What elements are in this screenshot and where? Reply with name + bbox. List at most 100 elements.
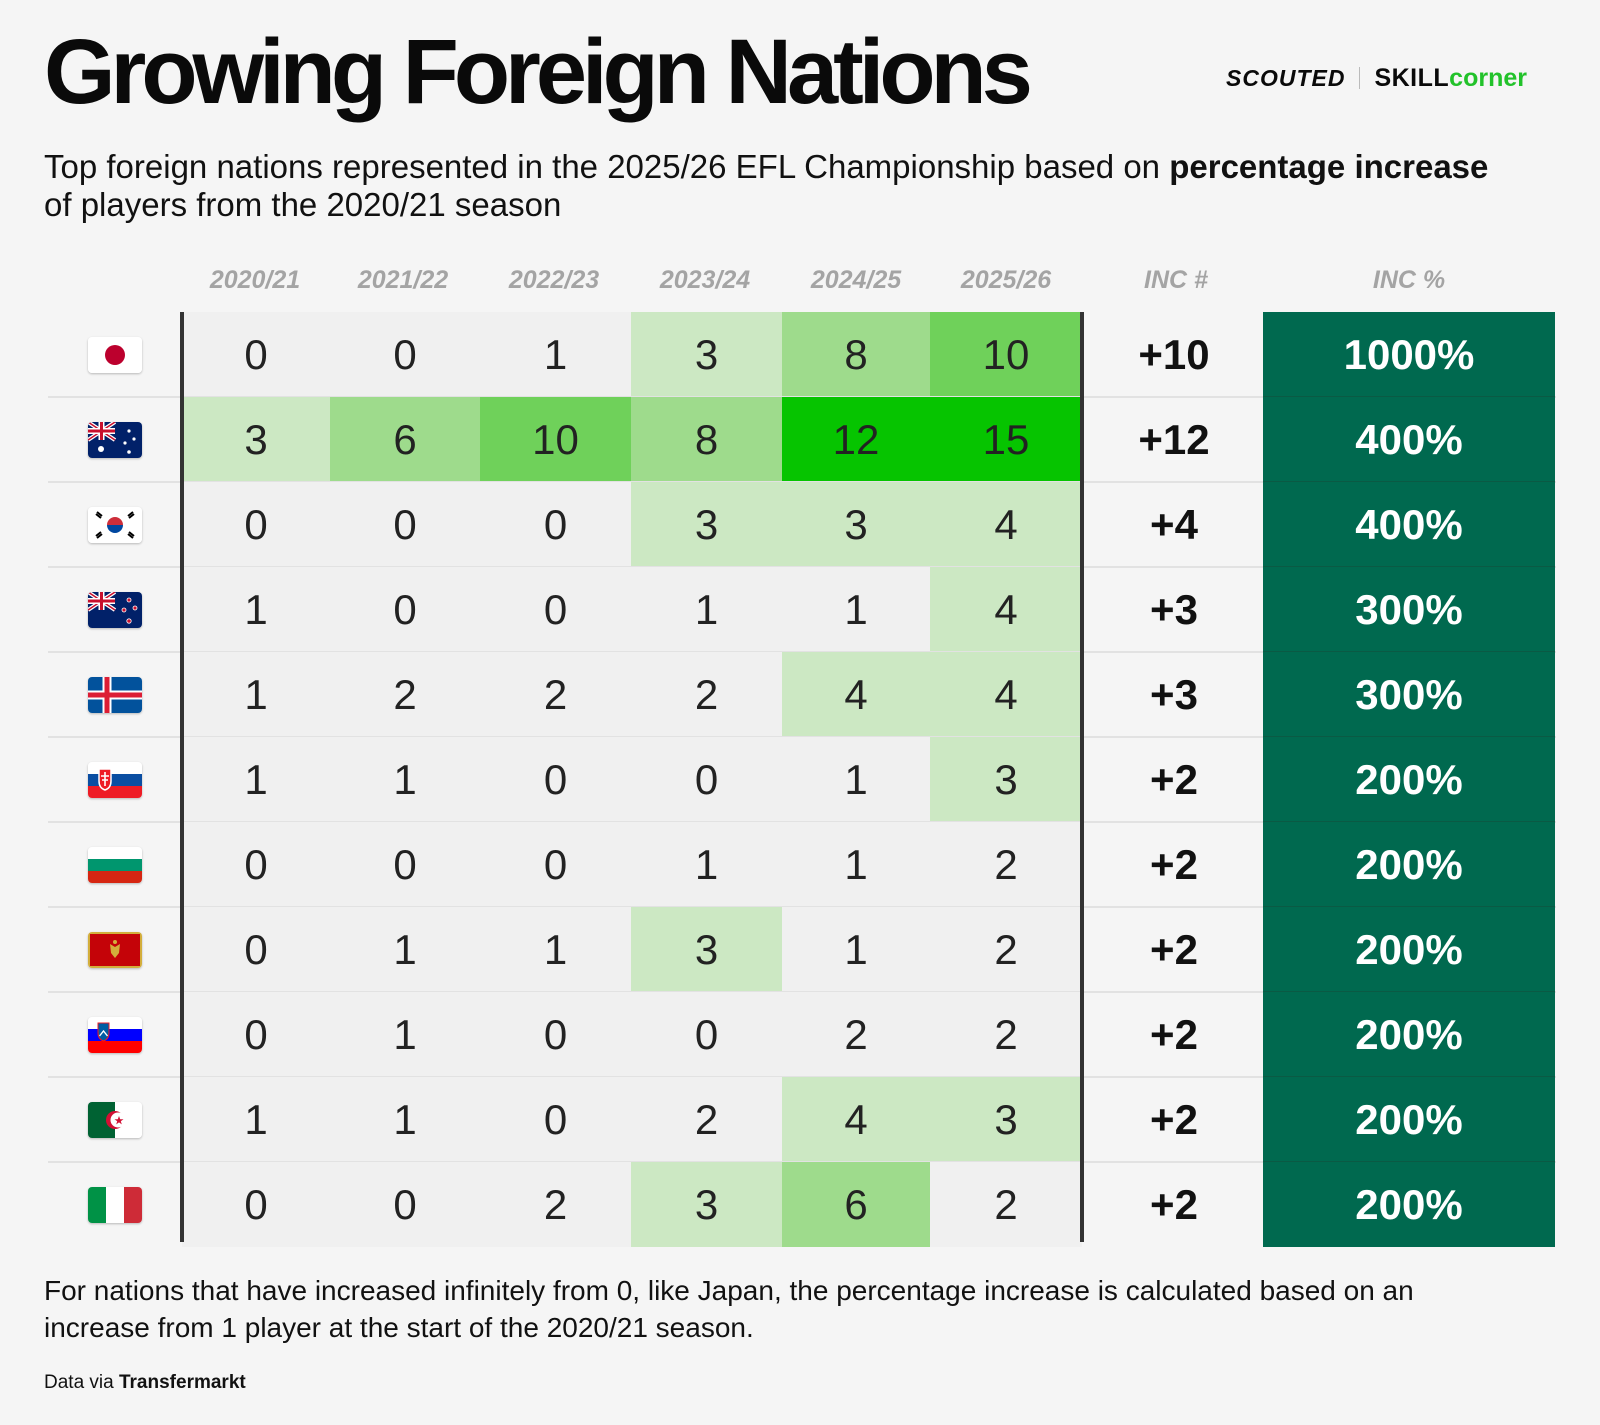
value-cell: 3 [631, 907, 782, 992]
value-cell: 2 [330, 652, 480, 737]
value-cell: 1 [330, 907, 480, 992]
value-cell: 2 [930, 907, 1082, 992]
flag-cell [48, 567, 182, 652]
table-row: 1 0 0 1 1 4 +3 300% [48, 567, 1556, 652]
source-note: Data via Transfermarkt [44, 1372, 246, 1394]
increase-count-cell: +12 [1138, 416, 1210, 463]
value-cell: 1 [182, 737, 330, 822]
value-cell: 0 [182, 907, 330, 992]
italy-flag-icon [88, 1186, 142, 1223]
left-rule [180, 312, 184, 1242]
subtitle: Top foreign nations represented in the 2… [44, 148, 1524, 224]
value-cell: 0 [330, 567, 480, 652]
value-cell: 6 [782, 1162, 930, 1247]
brand-logos: SCOUTED SKILL corner [1226, 62, 1556, 94]
value-cell: 0 [631, 992, 782, 1077]
scouted-logo: SCOUTED [1226, 64, 1346, 91]
column-header-3: 2023/24 [659, 266, 751, 294]
flag-cell [48, 822, 182, 907]
subtitle-part1: Top foreign nations represented in the 2… [44, 148, 1170, 185]
column-header-1: 2021/22 [357, 266, 449, 294]
footnote: For nations that have increased infinite… [44, 1275, 1414, 1343]
value-cell: 2 [480, 652, 631, 737]
increase-count-cell: +3 [1150, 586, 1198, 633]
table-row: 0 0 0 1 1 2 +2 200% [48, 822, 1556, 907]
subtitle-part2: of players from the 2020/21 season [44, 186, 562, 223]
value-cell: 1 [330, 992, 480, 1077]
value-cell: 0 [480, 992, 631, 1077]
algeria-flag-icon [88, 1101, 142, 1138]
skillcorner-logo-corner: corner [1449, 63, 1527, 92]
value-cell: 3 [782, 482, 930, 567]
value-cell: 0 [480, 737, 631, 822]
slovakia-flag-icon [88, 761, 142, 798]
source-prefix: Data via [44, 1372, 119, 1393]
skillcorner-logo-skill: SKILL [1374, 63, 1450, 92]
value-cell: 4 [782, 1077, 930, 1162]
increase-count-cell: +2 [1150, 1011, 1198, 1058]
increase-percent-cell: 200% [1263, 1077, 1555, 1162]
value-cell: 2 [930, 992, 1082, 1077]
table-row: 0 0 1 3 8 10 +10 1000% [48, 312, 1556, 397]
value-cell: 4 [782, 652, 930, 737]
new-zealand-flag-icon [88, 591, 142, 628]
value-cell: 1 [782, 567, 930, 652]
increase-percent-cell: 200% [1263, 737, 1555, 822]
value-cell: 0 [480, 1077, 631, 1162]
value-cell: 3 [631, 482, 782, 567]
table-row: 0 0 2 3 6 2 +2 200% [48, 1162, 1556, 1247]
column-header-0: 2020/21 [209, 266, 301, 294]
value-cell: 0 [480, 482, 631, 567]
value-cell: 8 [782, 312, 930, 397]
column-headers: 2020/21 2021/22 2022/23 2023/24 2024/25 2025/… [0, 260, 1600, 300]
value-cell: 1 [330, 1077, 480, 1162]
column-header-2: 2022/23 [508, 266, 600, 294]
value-cell: 1 [182, 652, 330, 737]
increase-count-cell: +4 [1150, 501, 1198, 548]
value-cell: 10 [930, 312, 1082, 397]
value-cell: 0 [330, 482, 480, 567]
value-cell: 1 [182, 1077, 330, 1162]
column-header-4: 2024/25 [810, 266, 902, 294]
value-cell: 1 [480, 312, 631, 397]
montenegro-flag-icon [88, 931, 142, 968]
table-row: 0 1 1 3 1 2 +2 200% [48, 907, 1556, 992]
brand-divider [1359, 67, 1361, 89]
value-cell: 6 [330, 397, 480, 482]
source-name: Transfermarkt [118, 1372, 246, 1393]
table-row: 0 1 0 0 2 2 +2 200% [48, 992, 1556, 1077]
increase-count-cell: +3 [1150, 671, 1198, 718]
column-header-7: INC % [1372, 266, 1446, 294]
value-cell: 1 [480, 907, 631, 992]
value-cell: 1 [782, 822, 930, 907]
table-row: 1 1 0 0 1 3 +2 200% [48, 737, 1556, 822]
value-cell: 0 [182, 482, 330, 567]
increase-count-cell: +2 [1150, 841, 1198, 888]
increase-count-cell: +10 [1138, 331, 1210, 378]
flag-cell [48, 992, 182, 1077]
value-cell: 0 [182, 822, 330, 907]
value-cell: 2 [930, 1162, 1082, 1247]
table-row: 1 1 0 2 4 3 +2 200% [48, 1077, 1556, 1162]
increase-count-cell: +2 [1150, 1181, 1198, 1228]
value-cell: 3 [631, 312, 782, 397]
value-cell: 4 [930, 652, 1082, 737]
value-cell: 0 [330, 1162, 480, 1247]
value-cell: 4 [930, 567, 1082, 652]
value-cell: 0 [480, 822, 631, 907]
australia-flag-icon [88, 421, 142, 458]
column-header-6: INC # [1144, 266, 1208, 294]
value-cell: 2 [480, 1162, 631, 1247]
value-cell: 1 [631, 822, 782, 907]
increase-percent-cell: 200% [1263, 1162, 1555, 1247]
flag-cell [48, 907, 182, 992]
data-table: 0 0 1 3 8 10 +10 1000% 3 6 10 8 12 15 +12 400% 0 0 0 3 3 4 +4 4… [0, 312, 1600, 1247]
increase-count-cell: +2 [1150, 926, 1198, 973]
south-korea-flag-icon [88, 506, 142, 543]
increase-count-cell: +2 [1150, 756, 1198, 803]
table-row: 3 6 10 8 12 15 +12 400% [48, 397, 1556, 482]
value-cell: 2 [631, 652, 782, 737]
flag-cell [48, 652, 182, 737]
bulgaria-flag-icon [88, 846, 142, 883]
flag-cell [48, 737, 182, 822]
